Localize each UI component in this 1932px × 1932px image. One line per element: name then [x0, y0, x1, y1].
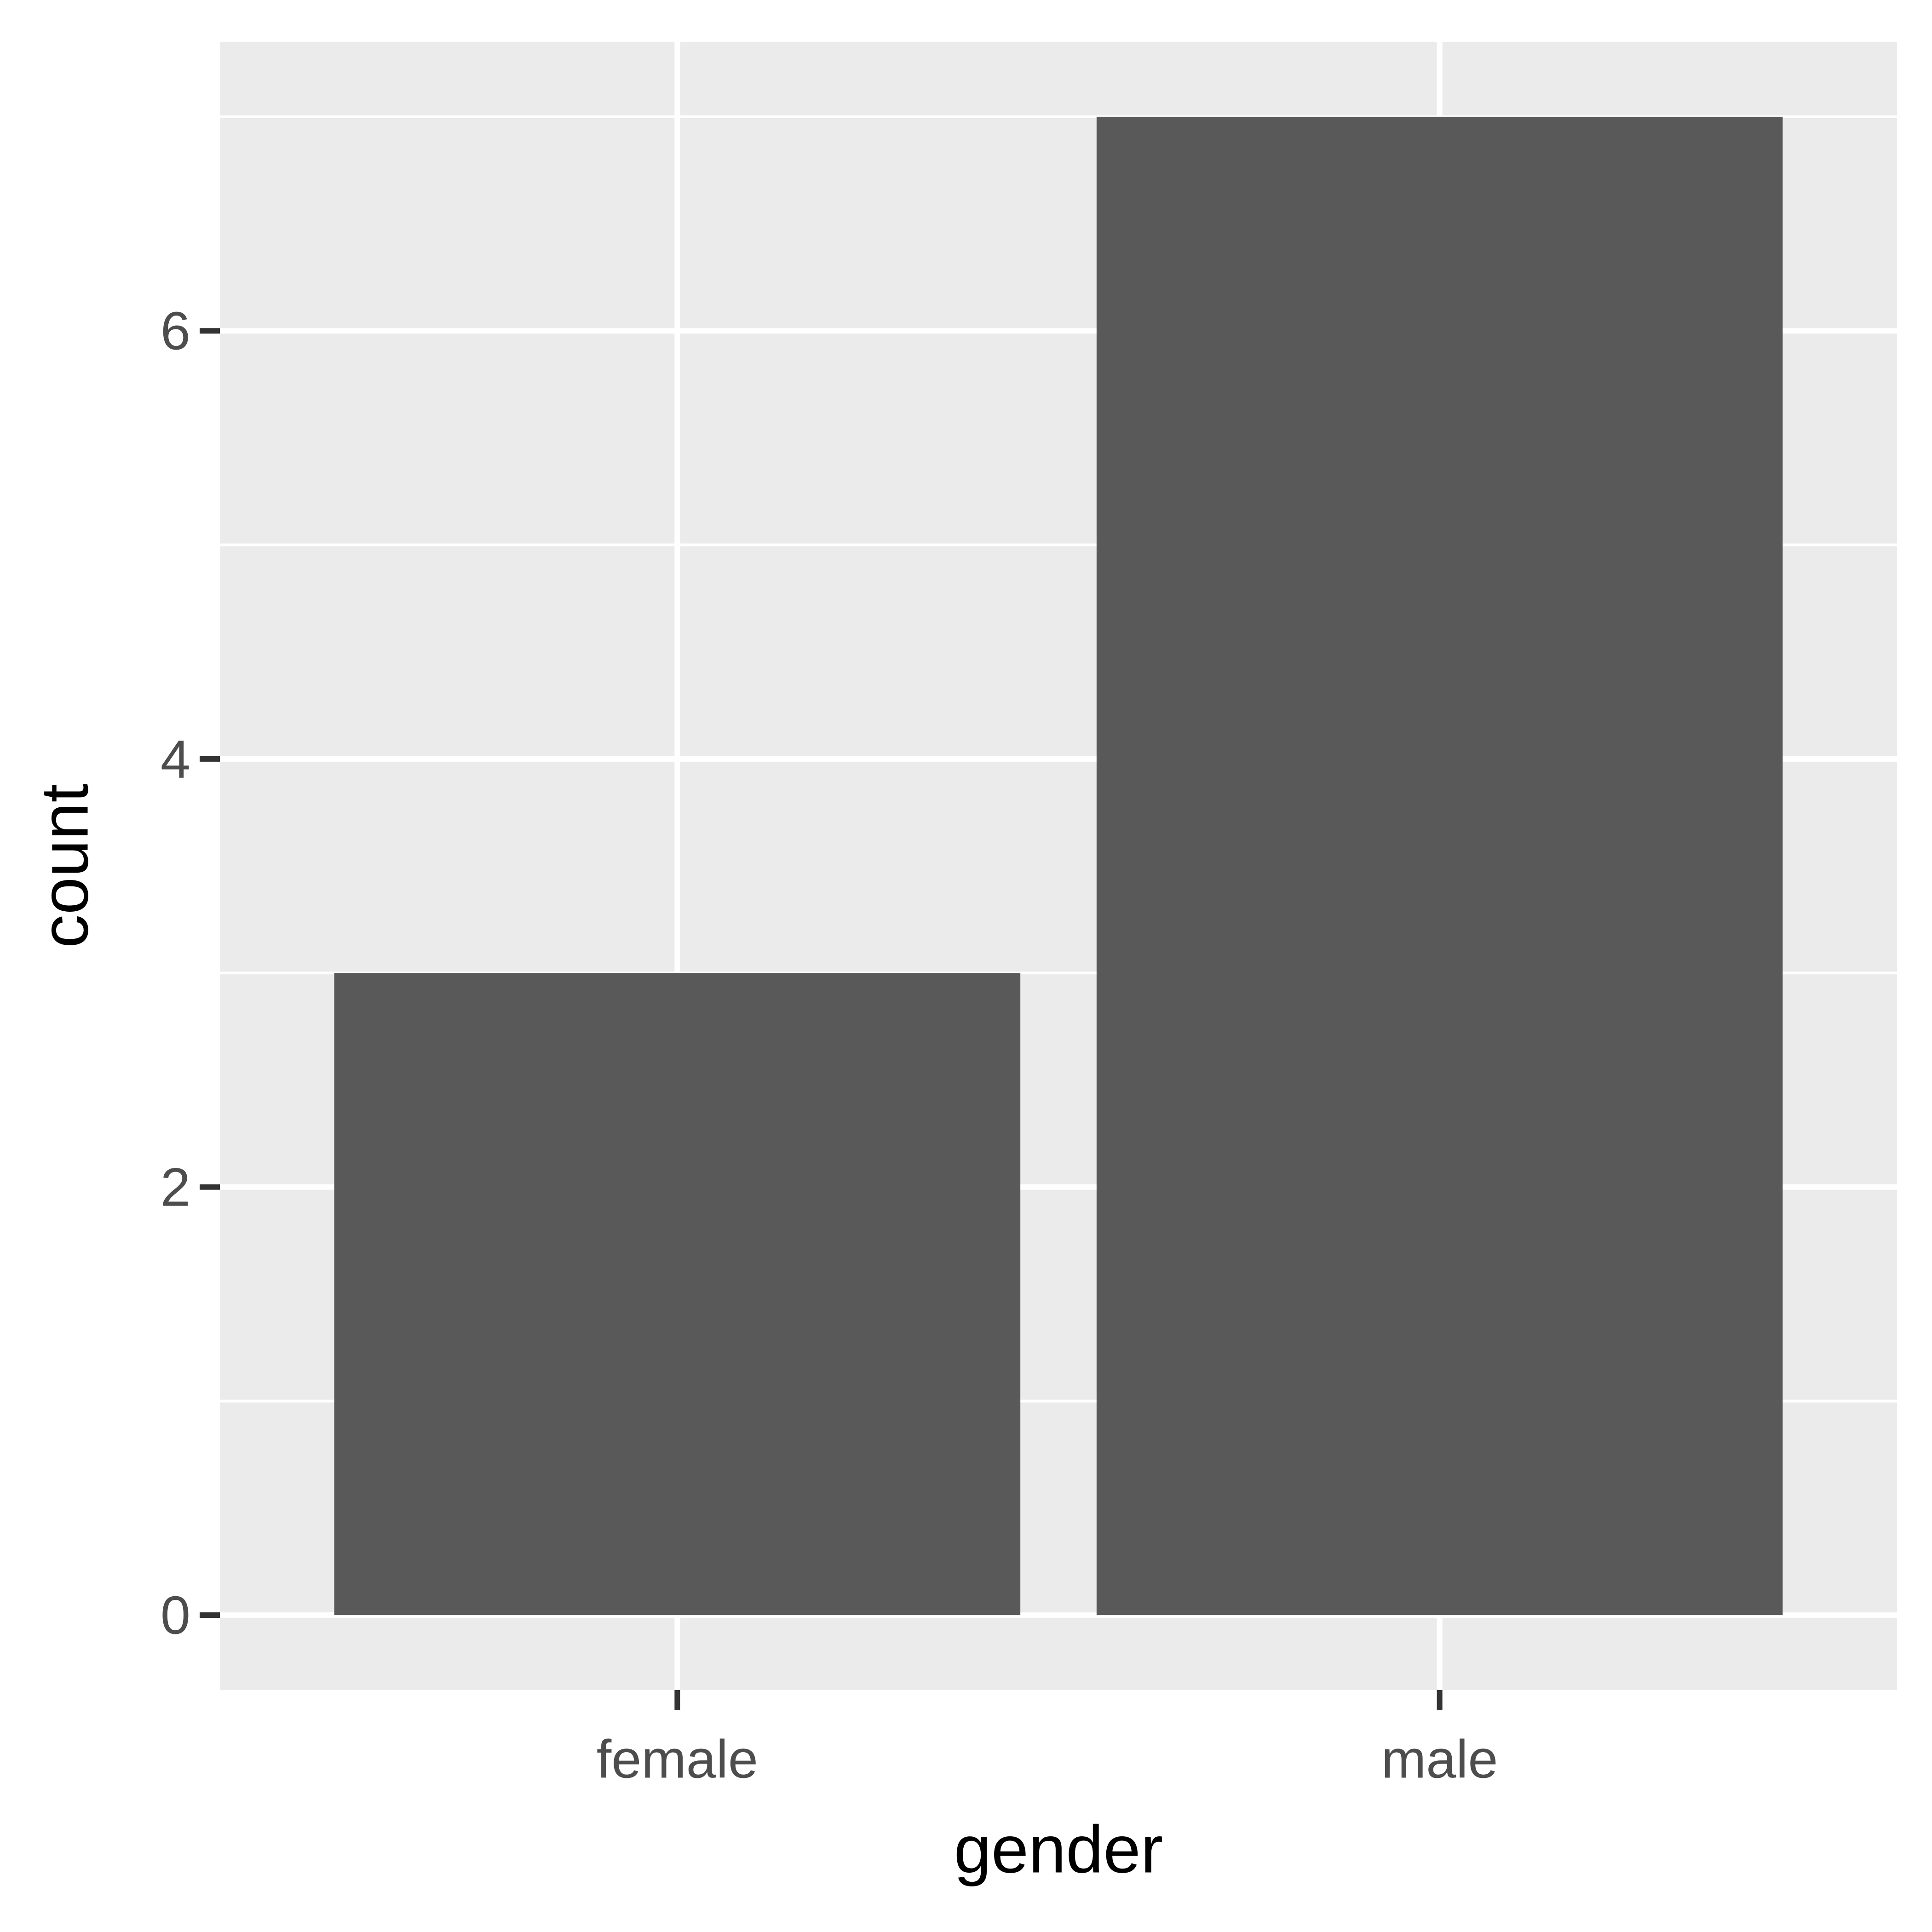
x-axis: female male	[597, 1690, 1498, 1789]
y-axis: 0 2 4 6	[161, 301, 220, 1645]
bar-male	[1096, 116, 1783, 1616]
x-axis-title: gender	[954, 1812, 1163, 1887]
x-tick-label: male	[1381, 1729, 1498, 1789]
x-tick-label: female	[597, 1729, 758, 1789]
y-tick-label: 2	[161, 1157, 190, 1217]
y-axis-title: count	[27, 784, 102, 948]
y-tick-label: 4	[161, 729, 190, 789]
bar-female	[334, 973, 1021, 1616]
bars	[334, 116, 1783, 1616]
y-tick-label: 0	[161, 1585, 190, 1645]
y-tick-label: 6	[161, 301, 190, 361]
